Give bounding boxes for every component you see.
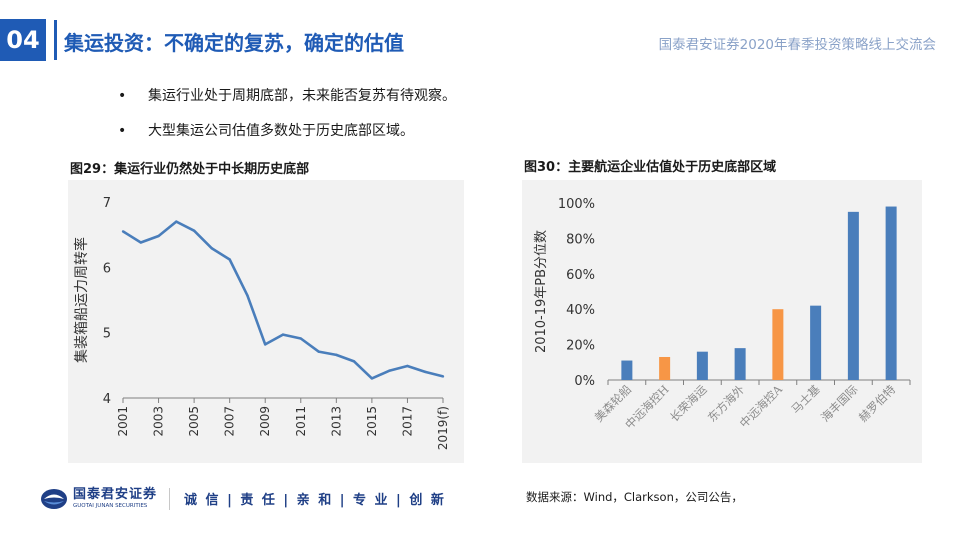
company-logo: 国泰君安证券 GUOTAI JUNAN SECURITIES 诚 信 | 责 任… [40, 487, 446, 510]
x-tick-label: 2011 [294, 406, 308, 437]
logo-chinese-name: 国泰君安证券 [73, 487, 158, 502]
section-number-badge: 04 [0, 19, 46, 61]
data-point [299, 337, 302, 340]
bullet-item: • 集运行业处于周期底部，未来能否复苏有待观察。 [118, 86, 456, 106]
data-point [246, 294, 249, 297]
data-point [264, 343, 267, 346]
figure-29-title: 图29：集运行业仍然处于中长期历史底部 [70, 162, 310, 177]
y-tick-label: 100% [558, 197, 595, 212]
category-label: 马士基 [788, 382, 823, 417]
bar [659, 356, 671, 380]
data-point [157, 234, 160, 238]
x-tick-label: 2017 [400, 406, 414, 437]
logo-divider [169, 487, 171, 510]
line-chart-panel: 4 5 6 7 2001 2003 2005 2007 2009 2011 2013 2015 2017… [68, 180, 464, 463]
x-tick-label: 2005 [187, 406, 201, 437]
bullet-marker: • [118, 123, 127, 139]
x-tick-label: 2019(f) [436, 406, 450, 450]
y-axis-label: 集装箱船运力周转率 [73, 237, 90, 363]
data-point [441, 375, 445, 378]
category-label: 长荣海运 [667, 382, 710, 425]
x-tick-label: 2001 [116, 406, 130, 437]
bar-chart: 0%20%40%60%80%100%美森轮船中远海控H长荣海运东方海外中远海控A… [534, 197, 911, 432]
bar [885, 206, 897, 380]
logo-english-name: GUOTAI JUNAN SECURITIES [73, 503, 148, 509]
y-tick-label: 40% [566, 303, 595, 318]
bar [734, 348, 746, 380]
data-point [121, 230, 125, 233]
y-tick-label: 7 [103, 196, 111, 211]
bullet-item: • 大型集运公司估值多数处于历史底部区域。 [118, 121, 456, 141]
x-tick-label: 2013 [329, 406, 343, 437]
conference-name: 国泰君安证券2020年春季投资策略线上交流会 [658, 37, 936, 53]
y-tick-label: 5 [103, 327, 111, 342]
data-point [192, 229, 196, 232]
y-tick-label: 60% [566, 268, 595, 283]
category-label: 海丰国际 [818, 382, 860, 424]
category-label: 赫罗伯特 [856, 382, 899, 425]
data-point [210, 247, 214, 250]
turnover-series-line [122, 220, 444, 380]
x-tick-label: 2015 [365, 406, 379, 437]
bar [810, 305, 822, 380]
company-slogan: 诚 信 | 责 任 | 亲 和 | 专 业 | 创 新 [184, 493, 446, 508]
y-tick-label: 6 [103, 261, 111, 276]
data-point [352, 360, 356, 363]
x-tick-label: 2003 [152, 406, 166, 437]
y-tick-label: 0% [574, 374, 595, 389]
x-tick-label: 2009 [258, 406, 272, 437]
y-axis-label: 2010-19年PB分位数 [534, 230, 549, 353]
bar [696, 351, 708, 380]
data-point [335, 353, 338, 357]
line-chart: 4 5 6 7 2001 2003 2005 2007 2009 2011 2013 2015 2017… [73, 196, 450, 450]
bullet-text: 集运行业处于周期底部，未来能否复苏有待观察。 [148, 88, 456, 104]
data-point [175, 220, 178, 223]
y-tick-label: 80% [566, 232, 595, 247]
bullet-list: • 集运行业处于周期底部，未来能否复苏有待观察。 • 大型集运公司估值多数处于历… [118, 86, 456, 156]
data-point [228, 258, 231, 261]
data-point [139, 241, 142, 244]
logo-mark-icon [41, 488, 67, 509]
data-source-note: 数据来源：Wind，Clarkson，公司公告， [526, 490, 743, 504]
bar [621, 360, 633, 380]
bar [772, 309, 784, 380]
bar [847, 211, 859, 380]
data-point [370, 377, 374, 380]
data-point [317, 350, 320, 353]
data-point [406, 364, 409, 368]
bullet-marker: • [118, 88, 127, 104]
data-point [424, 370, 427, 374]
page-title: 集运投资：不确定的复苏，确定的估值 [64, 31, 404, 55]
bullet-text: 大型集运公司估值多数处于历史底部区域。 [148, 123, 414, 139]
y-tick-label: 20% [566, 339, 595, 354]
x-tick-label: 2007 [223, 406, 237, 437]
data-point [388, 369, 391, 372]
bar-chart-panel: 0% 20% 40% 60% 80% 100% 美森轮船 中远海控H 长荣海运 东方海外 中远海控A… [522, 180, 922, 463]
header-divider [54, 20, 57, 60]
y-tick-label: 4 [103, 392, 111, 407]
figure-30-title: 图30：主要航运企业估值处于历史底部区域 [524, 160, 777, 175]
data-point [281, 333, 285, 336]
